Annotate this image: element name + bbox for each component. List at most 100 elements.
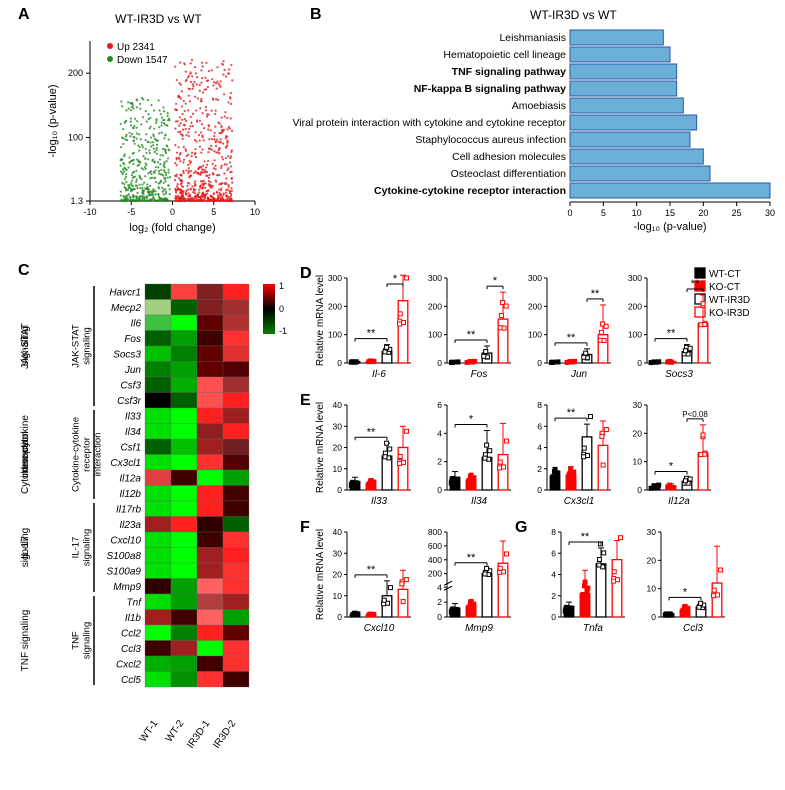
svg-text:Cxcl10: Cxcl10 bbox=[110, 536, 141, 547]
svg-text:Cxcl10: Cxcl10 bbox=[364, 623, 395, 634]
svg-text:200: 200 bbox=[68, 68, 83, 78]
svg-text:20: 20 bbox=[647, 555, 657, 565]
svg-text:0: 0 bbox=[170, 207, 175, 217]
svg-text:Havcr1: Havcr1 bbox=[109, 288, 141, 299]
svg-text:1: 1 bbox=[279, 281, 284, 291]
svg-text:4: 4 bbox=[537, 443, 542, 453]
svg-text:TNF signaling pathway: TNF signaling pathway bbox=[452, 66, 567, 78]
svg-text:25: 25 bbox=[732, 208, 742, 218]
svg-text:2: 2 bbox=[537, 464, 542, 474]
svg-text:**: ** bbox=[581, 531, 590, 543]
svg-text:**: ** bbox=[667, 328, 676, 340]
svg-text:G: G bbox=[515, 519, 527, 536]
svg-text:8: 8 bbox=[551, 527, 556, 537]
svg-text:Relative mRNA level: Relative mRNA level bbox=[315, 275, 326, 366]
svg-text:Il33: Il33 bbox=[371, 496, 388, 507]
svg-text:Amoebiasis: Amoebiasis bbox=[512, 100, 566, 112]
svg-text:10: 10 bbox=[333, 464, 343, 474]
svg-text:signaling: signaling bbox=[20, 326, 31, 365]
svg-text:signaling: signaling bbox=[20, 528, 31, 567]
svg-text:IL-17: IL-17 bbox=[71, 537, 82, 559]
svg-text:Osteoclast differentiation: Osteoclast differentiation bbox=[451, 168, 567, 180]
svg-text:TNF: TNF bbox=[71, 631, 82, 650]
svg-text:Il12a: Il12a bbox=[668, 496, 690, 507]
svg-text:Cxcl2: Cxcl2 bbox=[116, 660, 141, 671]
svg-text:0: 0 bbox=[337, 485, 342, 495]
svg-text:800: 800 bbox=[428, 527, 442, 537]
pathway-bars: LeishmaniasisHematopoietic cell lineageT… bbox=[320, 20, 780, 230]
svg-text:Cx3cl1: Cx3cl1 bbox=[564, 496, 595, 507]
svg-text:30: 30 bbox=[647, 527, 657, 537]
svg-text:20: 20 bbox=[333, 443, 343, 453]
svg-text:300: 300 bbox=[328, 273, 342, 283]
svg-text:0: 0 bbox=[537, 358, 542, 368]
svg-text:Relative mRNA level: Relative mRNA level bbox=[315, 402, 326, 493]
svg-text:Down 1547: Down 1547 bbox=[117, 55, 168, 66]
svg-text:*: * bbox=[469, 414, 474, 426]
svg-text:**: ** bbox=[467, 329, 476, 341]
svg-text:Fos: Fos bbox=[471, 369, 488, 380]
svg-text:30: 30 bbox=[333, 548, 343, 558]
svg-text:0: 0 bbox=[637, 485, 642, 495]
svg-text:Socs3: Socs3 bbox=[665, 369, 693, 380]
svg-text:-log₁₀ (p-value): -log₁₀ (p-value) bbox=[633, 221, 706, 233]
svg-text:30: 30 bbox=[633, 400, 643, 410]
panel-a-label: A bbox=[18, 6, 30, 24]
bar-charts: WT-CTKO-CTWT-IR3DKO-IR3DDD0100200300***I… bbox=[300, 260, 780, 780]
svg-text:0: 0 bbox=[279, 304, 284, 314]
svg-text:100: 100 bbox=[528, 330, 542, 340]
svg-text:Il17rb: Il17rb bbox=[116, 505, 141, 516]
svg-text:0: 0 bbox=[437, 485, 442, 495]
svg-text:**: ** bbox=[367, 328, 376, 340]
svg-text:20: 20 bbox=[633, 428, 643, 438]
svg-text:WT-1: WT-1 bbox=[138, 718, 161, 744]
svg-text:5: 5 bbox=[601, 208, 606, 218]
svg-text:200: 200 bbox=[328, 301, 342, 311]
svg-text:D: D bbox=[300, 265, 312, 282]
volcano-plot: -10-505101.3100200log₂ (fold change)-log… bbox=[40, 26, 270, 236]
svg-text:Relative mRNA level: Relative mRNA level bbox=[315, 529, 326, 620]
svg-text:200: 200 bbox=[428, 569, 442, 579]
svg-text:6: 6 bbox=[437, 400, 442, 410]
svg-text:20: 20 bbox=[698, 208, 708, 218]
svg-text:Tnf: Tnf bbox=[127, 598, 143, 609]
svg-text:4: 4 bbox=[437, 582, 442, 592]
svg-text:Il-6: Il-6 bbox=[372, 369, 386, 380]
svg-text:WT-CT: WT-CT bbox=[709, 269, 741, 280]
svg-text:Csf3: Csf3 bbox=[120, 381, 141, 392]
svg-text:100: 100 bbox=[68, 133, 83, 143]
svg-text:-1: -1 bbox=[279, 326, 287, 336]
svg-text:*: * bbox=[669, 461, 674, 473]
svg-text:WT-2: WT-2 bbox=[164, 718, 187, 744]
svg-text:600: 600 bbox=[428, 541, 442, 551]
svg-text:**: ** bbox=[567, 332, 576, 344]
svg-text:0: 0 bbox=[551, 612, 556, 622]
svg-text:10: 10 bbox=[647, 584, 657, 594]
svg-text:0: 0 bbox=[537, 485, 542, 495]
svg-text:Cytokine-cytokine: Cytokine-cytokine bbox=[71, 417, 82, 492]
svg-text:P<0.08: P<0.08 bbox=[682, 410, 708, 419]
svg-text:2: 2 bbox=[437, 597, 442, 607]
svg-text:KO-CT: KO-CT bbox=[709, 282, 740, 293]
svg-text:0: 0 bbox=[437, 358, 442, 368]
svg-text:300: 300 bbox=[428, 273, 442, 283]
svg-text:100: 100 bbox=[428, 330, 442, 340]
svg-text:Csf3r: Csf3r bbox=[117, 396, 142, 407]
svg-text:100: 100 bbox=[328, 330, 342, 340]
svg-text:-log₁₀ (p-value): -log₁₀ (p-value) bbox=[47, 84, 59, 157]
svg-text:**: ** bbox=[591, 288, 600, 300]
svg-text:0: 0 bbox=[567, 208, 572, 218]
svg-text:15: 15 bbox=[665, 208, 675, 218]
svg-text:S100a8: S100a8 bbox=[107, 551, 142, 562]
svg-text:JAK-STAT: JAK-STAT bbox=[71, 324, 82, 368]
svg-text:40: 40 bbox=[333, 400, 343, 410]
svg-text:Cell adhesion molecules: Cell adhesion molecules bbox=[452, 151, 566, 163]
svg-text:IR3D-2: IR3D-2 bbox=[211, 718, 238, 751]
svg-text:200: 200 bbox=[628, 301, 642, 311]
svg-text:Leishmaniasis: Leishmaniasis bbox=[499, 32, 566, 44]
svg-text:300: 300 bbox=[628, 273, 642, 283]
svg-text:Il33: Il33 bbox=[125, 412, 142, 423]
svg-text:**: ** bbox=[567, 407, 576, 419]
svg-text:10: 10 bbox=[250, 207, 260, 217]
svg-text:F: F bbox=[300, 519, 310, 536]
